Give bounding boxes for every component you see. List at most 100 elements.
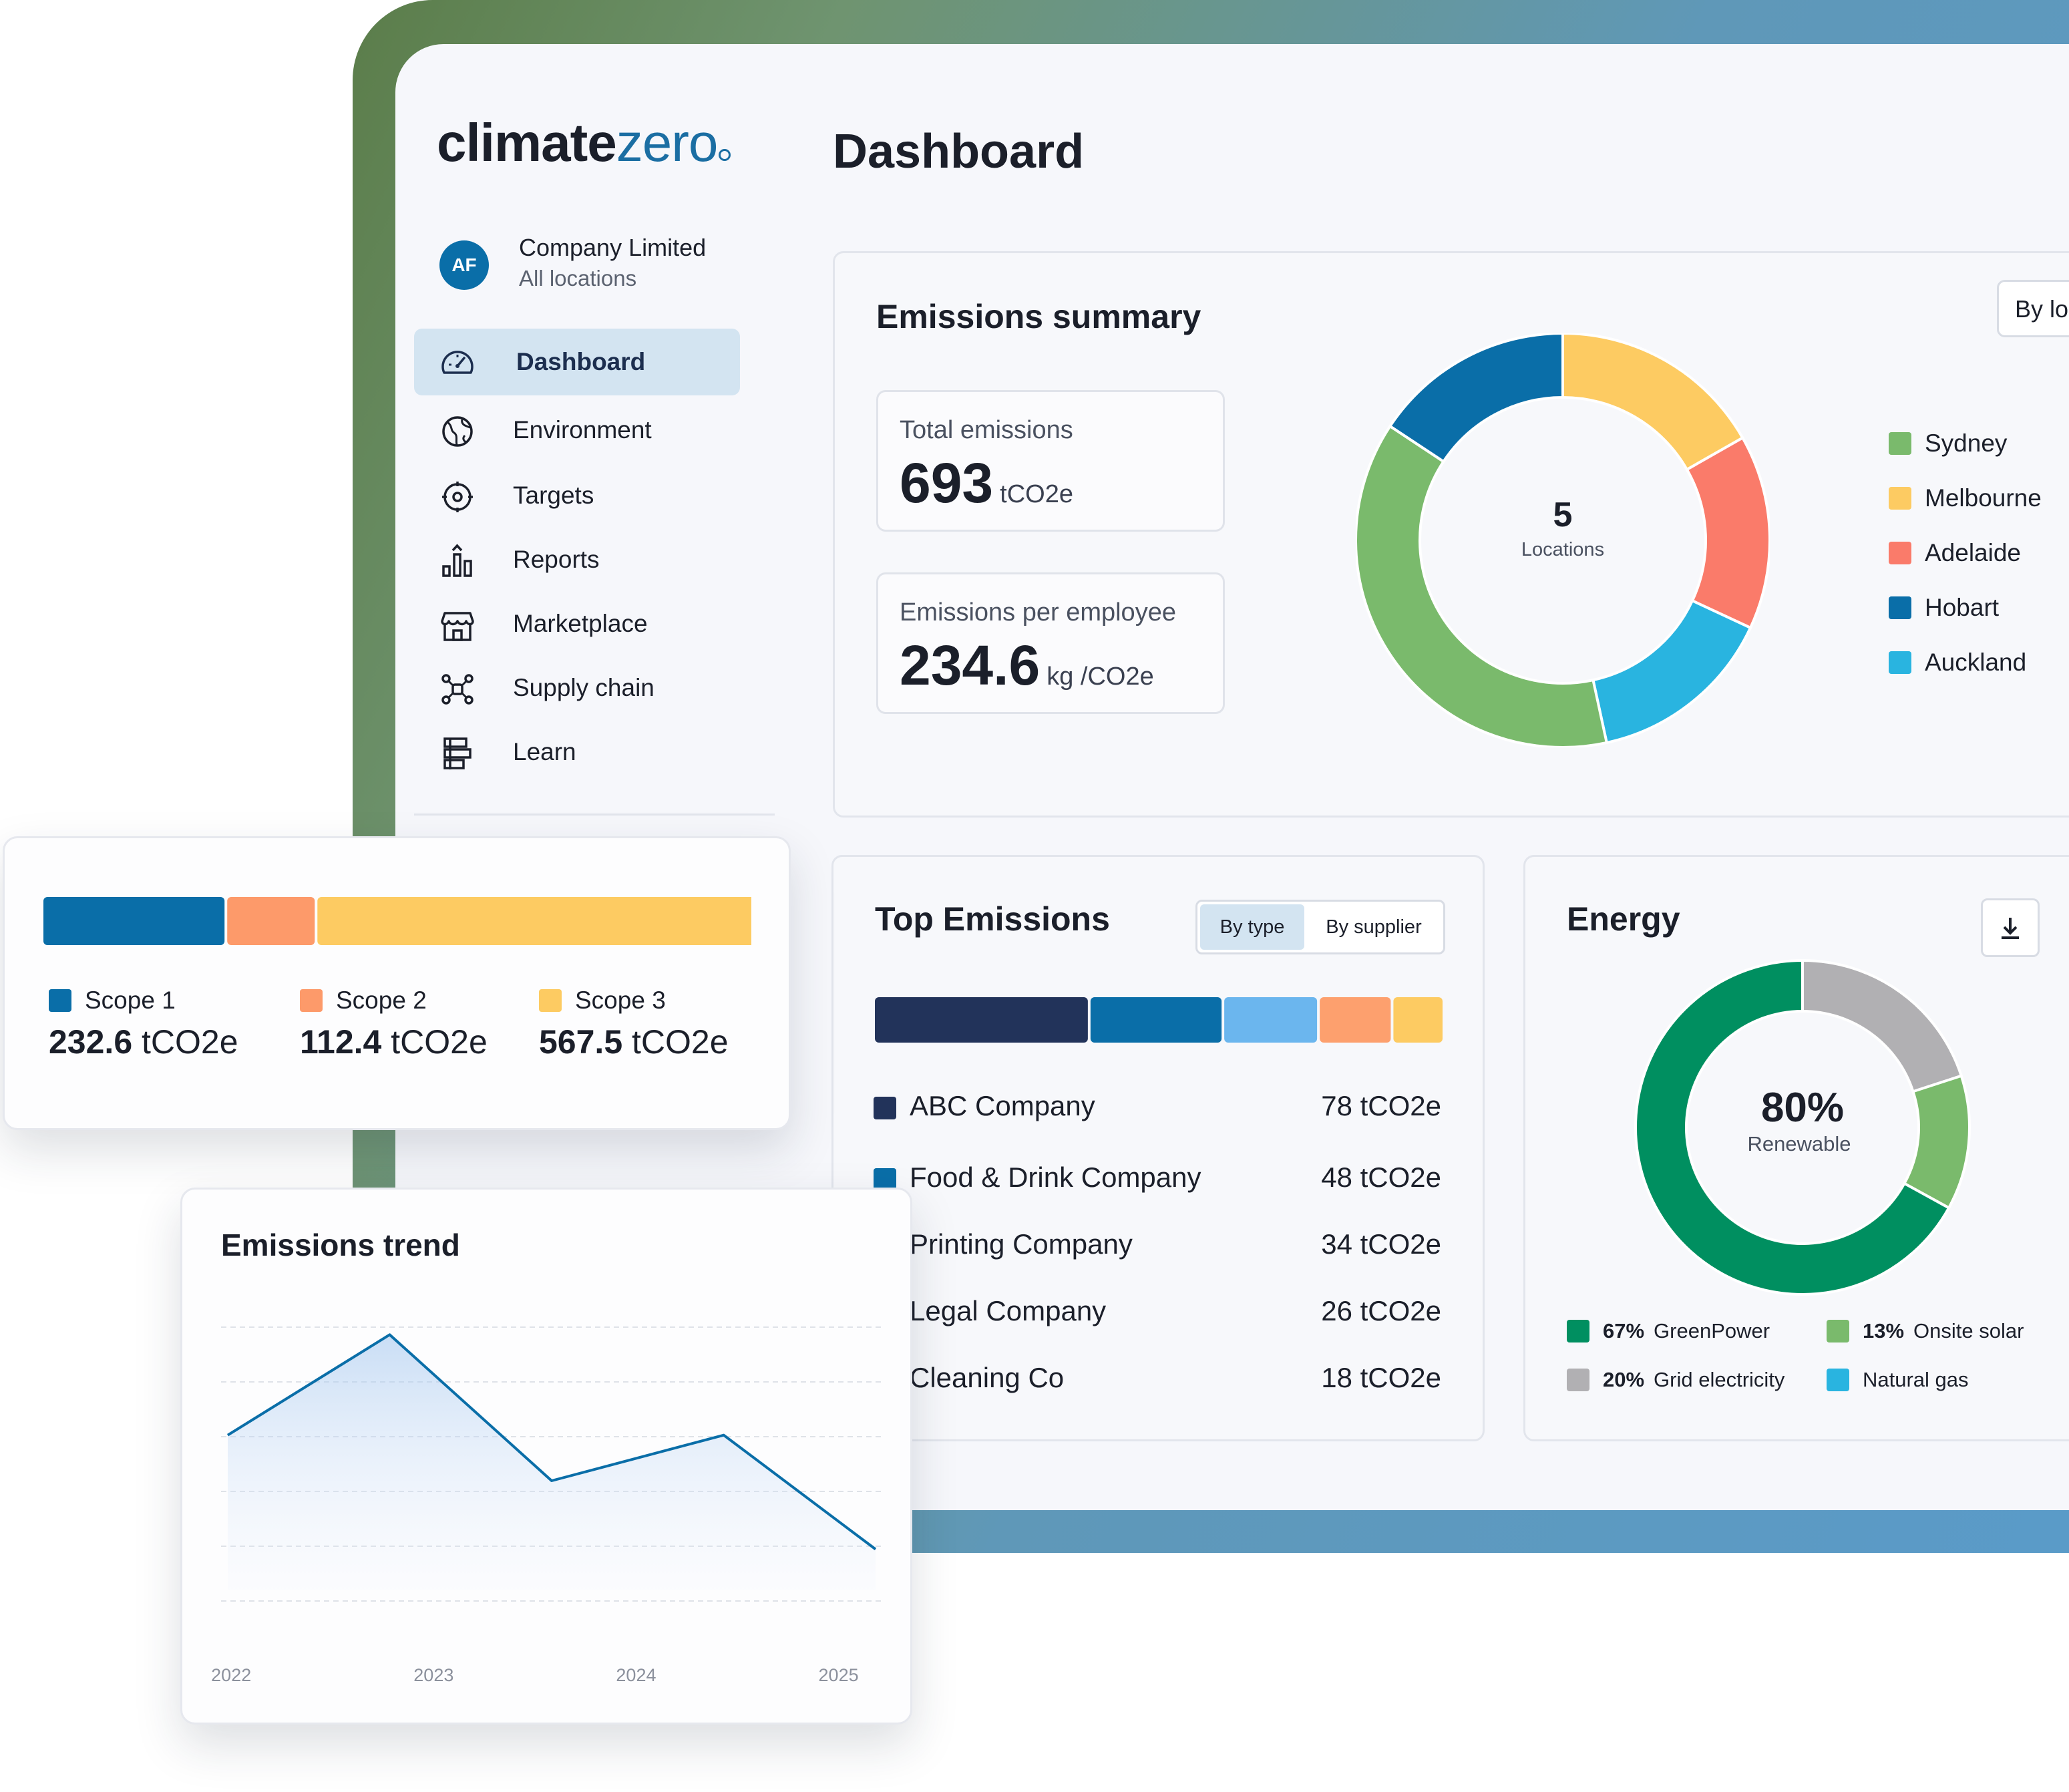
legend-label: Adelaide: [1925, 539, 2022, 566]
location-scope[interactable]: All locations: [519, 266, 637, 291]
sidebar-item-targets[interactable]: Targets: [414, 462, 740, 529]
donut-segment-auckland[interactable]: [1591, 598, 1752, 745]
scope-value: 567.5 tCO2e: [539, 1023, 729, 1061]
logo-text-climate: climate: [437, 113, 617, 172]
legend-label: Auckland: [1925, 649, 2027, 676]
legend-swatch: [1889, 542, 1911, 564]
sidebar-item-label: Learn: [513, 738, 576, 765]
total-emissions-value: 693: [900, 452, 994, 514]
sidebar-item-label: Reports: [513, 546, 600, 573]
scope-1-summary: Scope 1 232.6 tCO2e: [49, 987, 238, 1061]
donut-segment-sydney[interactable]: [1356, 424, 1609, 747]
sidebar-item-supply-chain[interactable]: Supply chain: [414, 655, 740, 721]
card-title: Emissions summary: [876, 298, 1201, 335]
trend-line-chart[interactable]: [221, 1303, 882, 1650]
scope-2-label: Scope 2: [336, 987, 427, 1014]
scope-label: Scope 2: [300, 987, 488, 1015]
supplier-name: ABC Company: [910, 1090, 1095, 1121]
sidebar-item-environment[interactable]: Environment: [414, 397, 740, 464]
scope-value: 112.4 tCO2e: [300, 1023, 488, 1061]
toggle-by-type[interactable]: By type: [1200, 904, 1304, 950]
donut-segment-greenpower[interactable]: [1634, 958, 1951, 1296]
gauge-icon: [441, 351, 474, 374]
scope-1-unit: tCO2e: [142, 1023, 238, 1061]
bar-segment-printing-company[interactable]: [1224, 997, 1318, 1043]
legend-swatch: [1567, 1369, 1589, 1391]
supplier-value: 34 tCO2e: [1321, 1228, 1441, 1260]
row-swatch: [874, 1097, 896, 1119]
bar-segment-legal-company[interactable]: [1320, 997, 1391, 1043]
total-emissions-unit: tCO2e: [1000, 480, 1073, 508]
legend-swatch: [539, 989, 562, 1012]
donut-center-value: 5: [1553, 496, 1573, 534]
donut-segment-grid-electricity[interactable]: [1801, 958, 1963, 1093]
legend-label: GreenPower: [1654, 1319, 1770, 1342]
legend-swatch: [300, 989, 323, 1012]
bar-segment-scope-2[interactable]: [227, 897, 315, 945]
sidebar-item-learn[interactable]: Learn: [414, 719, 740, 785]
download-button[interactable]: [1981, 898, 2040, 957]
energy-legend-natural-gas: Natural gas: [1827, 1368, 1969, 1392]
emissions-trend-card: Emissions trend 2022 2023 2024 2025: [180, 1188, 912, 1725]
sidebar-item-dashboard[interactable]: Dashboard: [414, 329, 740, 395]
bar-segment-food-drink-company[interactable]: [1090, 997, 1222, 1043]
legend-swatch: [1889, 596, 1911, 619]
scope-value: 232.6 tCO2e: [49, 1023, 238, 1061]
scope-1-label: Scope 1: [85, 987, 176, 1014]
logo-dot: [719, 149, 731, 161]
stat-label: Emissions per employee: [900, 598, 1176, 626]
legend-percent: 20%: [1603, 1368, 1645, 1391]
row-swatch: [874, 1168, 896, 1191]
scope-3-unit: tCO2e: [632, 1023, 729, 1061]
bar-segment-cleaning-co[interactable]: [1393, 997, 1443, 1043]
target-icon: [442, 482, 473, 512]
x-tick-label: 2023: [413, 1665, 454, 1685]
summary-filter-button[interactable]: By lo: [1997, 280, 2069, 337]
signpost-icon: [443, 737, 472, 769]
supplier-name: Printing Company: [910, 1228, 1133, 1260]
trend-area-fill: [228, 1334, 876, 1590]
trend-series-line: [226, 1333, 877, 1551]
bar-segment-abc-company[interactable]: [875, 997, 1088, 1043]
sidebar-item-label: Environment: [513, 416, 652, 443]
scope-3-value: 567.5: [539, 1023, 623, 1061]
filter-button-label: By lo: [2015, 295, 2069, 323]
avatar[interactable]: AF: [439, 240, 489, 290]
legend-swatch: [1827, 1369, 1849, 1391]
scope-2-unit: tCO2e: [391, 1023, 488, 1061]
bar-segment-scope-3[interactable]: [317, 897, 751, 945]
top-emissions-stacked-bar: [875, 997, 1443, 1043]
sidebar-item-marketplace[interactable]: Marketplace: [414, 590, 740, 657]
bar-segment-scope-1[interactable]: [43, 897, 225, 945]
legend-label: Melbourne: [1925, 484, 2042, 512]
globe-icon: [442, 416, 473, 447]
energy-card: Energy 80% Renewable 67% GreenPower 13% On…: [1523, 855, 2069, 1441]
card-title: Top Emissions: [875, 900, 1110, 938]
card-title: Energy: [1567, 900, 1680, 938]
donut-segment-hobart[interactable]: [1388, 333, 1564, 464]
legend-swatch: [1889, 487, 1911, 510]
stat-label: Total emissions: [900, 416, 1073, 444]
legend-swatch: [1889, 432, 1911, 455]
network-icon: [441, 674, 474, 705]
locations-donut-chart[interactable]: [1356, 333, 1770, 747]
energy-center-value: 80%: [1760, 1085, 1845, 1131]
legend-label: Onsite solar: [1913, 1319, 2024, 1342]
supplier-value: 48 tCO2e: [1321, 1161, 1441, 1193]
card-title: Emissions trend: [221, 1228, 460, 1262]
company-name[interactable]: Company Limited: [519, 234, 707, 261]
per-employee-stat: Emissions per employee 234.6 kg /CO2e: [876, 572, 1225, 714]
legend-label: Sydney: [1925, 429, 2008, 457]
toggle-by-supplier[interactable]: By supplier: [1326, 916, 1422, 938]
sidebar-item-reports[interactable]: Reports: [414, 526, 740, 593]
scope-2-summary: Scope 2 112.4 tCO2e: [300, 987, 488, 1061]
brand-logo[interactable]: climatezero: [437, 112, 731, 174]
donut-segment-adelaide[interactable]: [1685, 435, 1770, 630]
legend-item-hobart: Hobart: [1889, 594, 1999, 622]
legend-label: Natural gas: [1863, 1368, 1969, 1391]
scope-2-value: 112.4: [300, 1023, 382, 1061]
donut-segment-melbourne[interactable]: [1561, 333, 1745, 472]
scope-3-label: Scope 3: [575, 987, 666, 1014]
legend-item-adelaide: Adelaide: [1889, 539, 2021, 567]
energy-donut-chart[interactable]: [1632, 957, 1973, 1298]
